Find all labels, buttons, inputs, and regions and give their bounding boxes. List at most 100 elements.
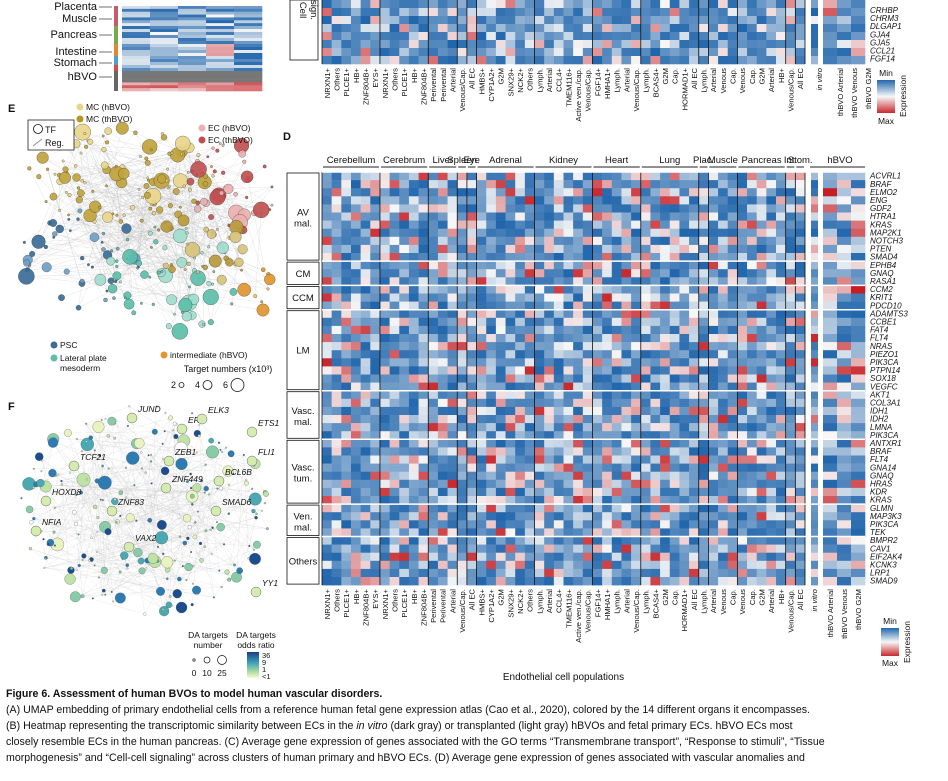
heatmap-cell xyxy=(360,188,371,197)
heatmap-cell xyxy=(776,382,786,391)
heatmap-cell xyxy=(747,244,757,254)
heatmap-cell xyxy=(679,487,690,497)
network-node xyxy=(200,198,208,206)
top-right-cell xyxy=(505,24,516,33)
heatmap-cell xyxy=(399,261,410,270)
top-left-cell xyxy=(234,14,263,18)
organ-color-strip xyxy=(114,44,118,56)
f-network-node xyxy=(75,568,78,571)
f-network-node xyxy=(196,510,199,513)
heatmap-cell xyxy=(553,520,564,529)
f-network-edge xyxy=(86,417,171,442)
top-right-cell xyxy=(640,40,651,49)
heatmap-cell-transplanted xyxy=(851,350,866,359)
heatmap-cell-invitro xyxy=(811,244,818,254)
f-network-edge xyxy=(141,465,255,571)
top-right-cell xyxy=(795,48,806,57)
heatmap-cell-transplanted xyxy=(823,463,838,472)
network-edge xyxy=(66,265,166,272)
heatmap-cell xyxy=(437,382,448,391)
top-right-cell xyxy=(718,56,729,65)
heatmap-cell xyxy=(360,172,371,181)
target-size-circle xyxy=(230,378,245,392)
heatmap-cell xyxy=(727,406,738,416)
top-right-cell xyxy=(563,24,574,33)
f-network-node xyxy=(32,486,36,489)
heatmap-cell xyxy=(370,455,381,464)
heatmap-cell-transplanted xyxy=(837,415,852,424)
heatmap-cell-transplanted xyxy=(851,439,866,448)
network-node xyxy=(253,294,258,299)
f-network-edge xyxy=(54,504,193,508)
f-network-edge xyxy=(67,432,112,593)
heatmap-cell xyxy=(631,536,642,545)
top-right-cell xyxy=(524,40,535,49)
network-edge xyxy=(103,135,154,182)
heatmap-cell xyxy=(785,439,796,448)
heatmap-cell xyxy=(350,382,361,391)
heatmap-cell xyxy=(544,172,555,181)
heatmap-cell xyxy=(747,496,757,505)
heatmap-cell xyxy=(592,390,603,400)
heatmap-cell xyxy=(611,301,622,310)
heatmap-cell xyxy=(437,544,448,553)
heatmap-cell xyxy=(476,406,487,416)
heatmap-cell xyxy=(669,382,680,391)
heatmap-cell xyxy=(399,309,410,319)
heatmap-cell xyxy=(544,552,555,562)
heatmap-cell xyxy=(669,285,680,294)
heatmap-cell xyxy=(785,520,796,529)
top-right-cell xyxy=(389,8,400,17)
f-network-node xyxy=(101,593,104,596)
heatmap-cell xyxy=(698,350,709,359)
heatmap-cell xyxy=(341,406,352,416)
heatmap-cell xyxy=(457,374,468,383)
top-left-cell xyxy=(122,6,151,10)
top-right-cell xyxy=(495,56,506,65)
heatmap-cell xyxy=(428,236,439,246)
heatmap-cell-transplanted xyxy=(851,325,866,335)
network-node xyxy=(111,212,115,216)
top-left-cell xyxy=(122,76,151,80)
heatmap-cell xyxy=(341,204,352,213)
heatmap-cell xyxy=(341,358,352,367)
heatmap-cell-transplanted xyxy=(851,520,866,529)
heatmap-cell xyxy=(408,455,419,464)
heatmap-cell xyxy=(737,423,748,432)
top-left-cell xyxy=(122,82,151,86)
heatmap-cell xyxy=(640,544,651,553)
heatmap-cell xyxy=(689,544,700,553)
heatmap-cell xyxy=(756,415,767,424)
heatmap-cell xyxy=(524,342,535,351)
heatmap-cell xyxy=(737,244,748,254)
heatmap-cell xyxy=(553,309,564,319)
f-tf-node xyxy=(176,423,188,435)
heatmap-cell xyxy=(776,463,786,472)
organ-header: Adrenal xyxy=(489,155,522,166)
heatmap-cell xyxy=(544,261,555,270)
heatmap-cell xyxy=(515,366,526,375)
heatmap-cell xyxy=(592,228,603,238)
heatmap-cell xyxy=(524,487,535,497)
heatmap-cell xyxy=(447,415,458,424)
heatmap-cell xyxy=(428,342,439,351)
top-right-cell xyxy=(795,24,806,33)
heatmap-cell xyxy=(611,236,622,246)
heatmap-cell xyxy=(776,439,786,448)
top-right-cell xyxy=(350,24,361,33)
top-right-cell xyxy=(418,0,429,9)
heatmap-cell xyxy=(650,309,661,319)
f-network-node xyxy=(194,521,197,524)
heatmap-cell-transplanted xyxy=(851,471,866,481)
network-edge xyxy=(102,234,214,243)
network-edge xyxy=(27,262,182,271)
network-node xyxy=(183,268,187,272)
network-edge xyxy=(70,230,121,283)
f-network-node xyxy=(80,594,85,599)
heatmap-cell xyxy=(322,220,332,229)
heatmap-cell xyxy=(795,504,806,513)
top-column-label-transplanted: thBVO Venous xyxy=(850,68,859,118)
heatmap-cell-invitro xyxy=(811,366,818,375)
heatmap-cell xyxy=(389,180,400,189)
